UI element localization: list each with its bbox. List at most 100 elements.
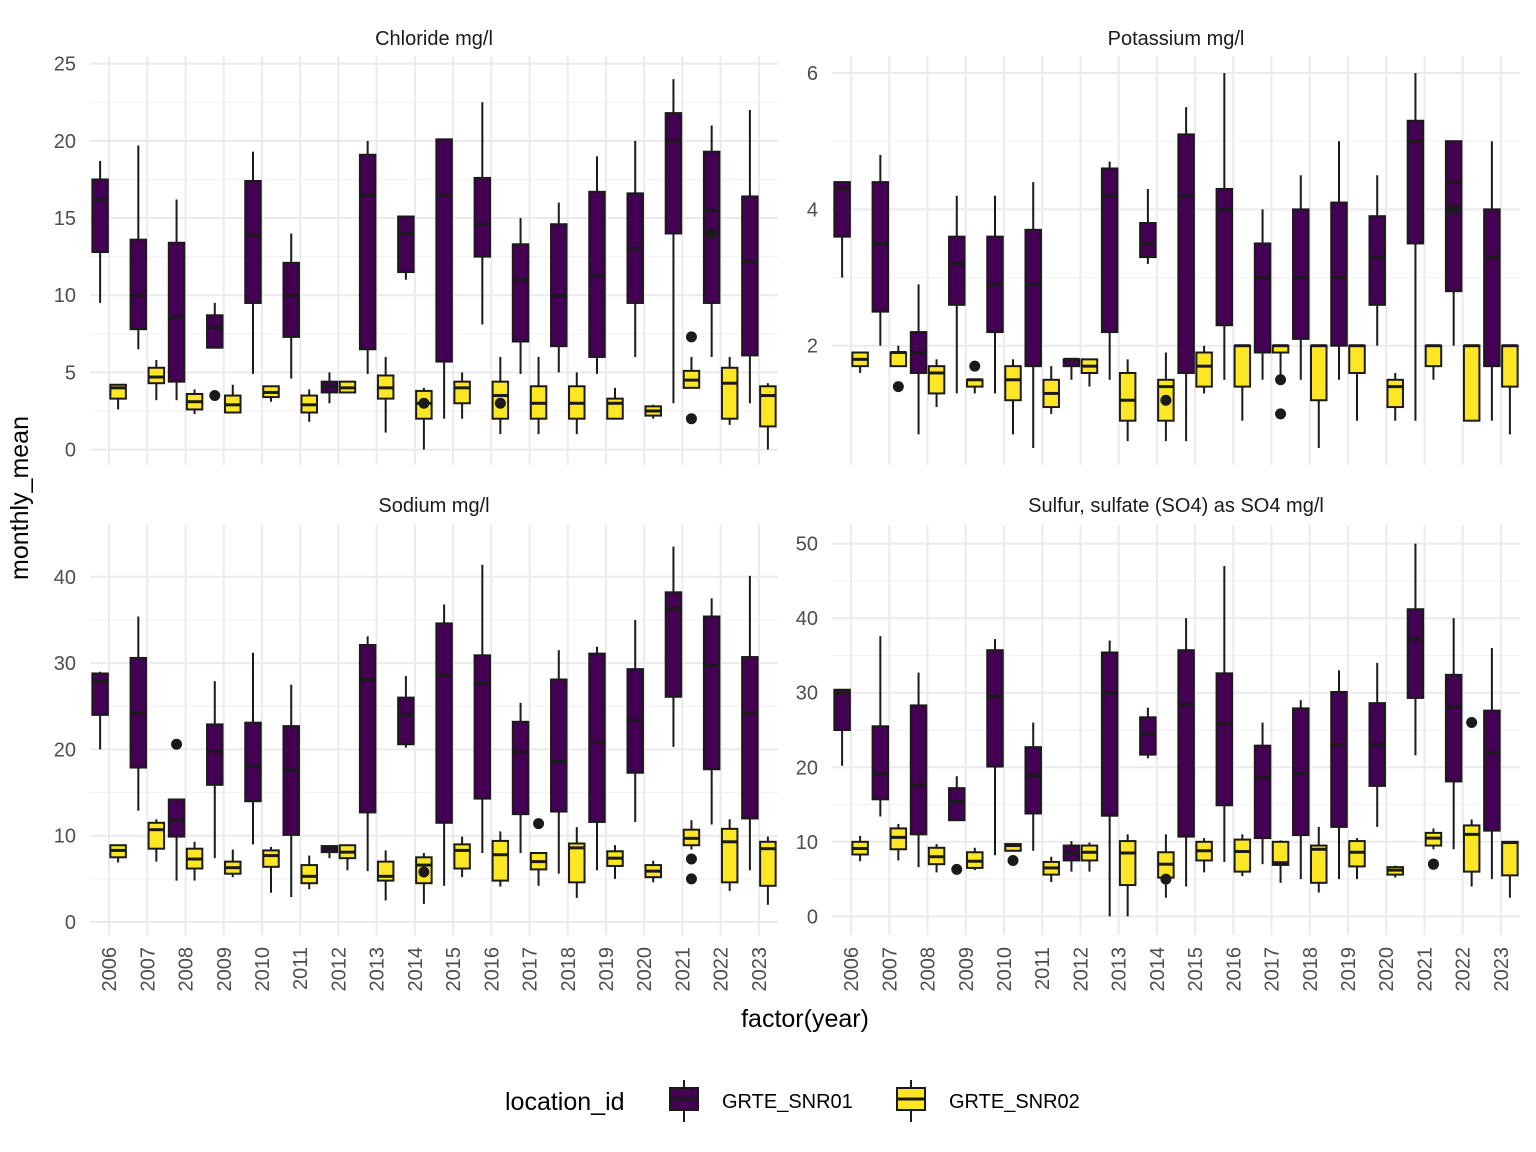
iqr-box <box>720 366 739 420</box>
iqr-box <box>833 181 851 238</box>
boxplot-grte-snr01 <box>129 145 148 350</box>
boxplot-grte-snr02 <box>147 360 166 401</box>
x-tick-label: 2021 <box>672 947 694 992</box>
legend: location_id GRTE_SNR01 GRTE_SNR02 <box>505 1080 1080 1122</box>
x-tick-label: 2018 <box>1300 947 1322 992</box>
iqr-box <box>1330 690 1348 828</box>
boxplot-grte-snr02 <box>1462 717 1481 887</box>
iqr-box <box>1483 208 1501 368</box>
iqr-box <box>606 397 624 420</box>
boxplot-grte-snr01 <box>664 79 683 404</box>
boxplot-grte-snr02 <box>759 383 777 450</box>
iqr-box <box>1310 844 1328 884</box>
boxplot-grte-snr02 <box>1157 834 1175 898</box>
outlier-point <box>685 413 697 425</box>
facet-title: Chloride mg/l <box>375 28 493 50</box>
boxplot-grte-snr01 <box>282 684 300 898</box>
x-tick-label: 2011 <box>1032 947 1054 990</box>
boxplot-grte-snr02 <box>185 841 204 881</box>
legend-label: GRTE_SNR02 <box>949 1091 1080 1113</box>
boxplot-grte-snr01 <box>871 154 890 346</box>
x-tick-label: 2007 <box>879 947 901 992</box>
boxplot-grte-snr01 <box>833 688 851 766</box>
boxplot-grte-snr02 <box>1118 834 1137 917</box>
boxplot-grte-snr02 <box>1080 842 1099 872</box>
iqr-box <box>397 696 415 746</box>
boxplot-grte-snr02 <box>1233 344 1252 421</box>
x-tick-label: 2007 <box>137 947 159 992</box>
boxplot-grte-snr02 <box>889 823 908 861</box>
boxplot-grte-snr01 <box>167 199 186 401</box>
iqr-box <box>473 654 492 800</box>
boxplot-grte-snr02 <box>1348 344 1366 421</box>
iqr-box <box>948 235 966 306</box>
boxplot-grte-snr02 <box>262 385 280 402</box>
boxplot-grte-snr02 <box>1424 344 1443 380</box>
iqr-box <box>720 827 739 884</box>
boxplot-grte-snr01 <box>282 233 300 379</box>
boxplot-grte-snr02 <box>224 849 242 878</box>
iqr-box <box>511 243 530 343</box>
y-tick-label: 30 <box>796 683 818 705</box>
boxplot-grte-snr02 <box>720 819 739 891</box>
boxplot-grte-snr02 <box>606 845 624 879</box>
boxplot-grte-snr01 <box>511 702 530 853</box>
iqr-box <box>1004 365 1022 402</box>
outlier-point <box>171 738 183 750</box>
iqr-box <box>147 821 166 850</box>
x-tick-label: 2006 <box>99 947 121 992</box>
iqr-box <box>1024 746 1042 815</box>
boxplot-grte-snr02 <box>185 389 204 415</box>
boxplot-grte-snr01 <box>244 652 262 845</box>
y-tick-label: 6 <box>807 63 818 85</box>
boxplot-grte-snr01 <box>320 845 339 859</box>
boxplot-grte-snr02 <box>1118 359 1137 442</box>
boxplot-grte-snr01 <box>1292 175 1310 380</box>
x-tick-label: 2022 <box>711 947 733 992</box>
boxplot-grte-snr01 <box>1100 640 1119 917</box>
iqr-box <box>1253 744 1272 840</box>
iqr-box <box>759 840 777 887</box>
y-tick-label: 10 <box>54 826 76 848</box>
boxplot-grte-snr02 <box>851 835 869 862</box>
iqr-box <box>1215 672 1234 807</box>
iqr-box <box>1233 838 1252 873</box>
boxplot-grte-snr02 <box>889 345 908 393</box>
boxplot-grte-snr01 <box>741 110 759 404</box>
iqr-box <box>1177 133 1195 374</box>
y-tick-label: 0 <box>65 440 76 462</box>
iqr-box <box>282 261 300 338</box>
iqr-box <box>741 195 759 357</box>
boxplot-grte-snr01 <box>320 372 339 404</box>
boxplot-grte-snr01 <box>1139 707 1157 759</box>
boxplot-grte-snr02 <box>759 836 777 905</box>
iqr-box <box>397 215 415 274</box>
y-tick-label: 20 <box>54 739 76 761</box>
iqr-box <box>91 672 109 716</box>
x-tick-label: 2012 <box>1070 947 1092 992</box>
boxplot-grte-snr02 <box>300 855 318 890</box>
panels-layer: 0 5 10 15 20 25 Chloride mg/l 2 4 6 Potassium mg/l… <box>54 28 1520 992</box>
boxplot-grte-snr02 <box>453 372 471 419</box>
y-tick-label: 40 <box>796 608 818 630</box>
iqr-box <box>1310 344 1328 402</box>
boxplot-grte-snr01 <box>909 672 928 868</box>
outlier-point <box>1007 854 1019 866</box>
boxplot-grte-snr01 <box>1368 662 1386 827</box>
iqr-box <box>1406 608 1425 699</box>
outlier-point <box>209 390 221 402</box>
iqr-box <box>1215 187 1234 327</box>
outlier-point <box>685 873 697 885</box>
x-tick-label: 2021 <box>1414 947 1436 992</box>
boxplot-grte-snr01 <box>550 650 568 874</box>
boxplot-grte-snr02 <box>1386 865 1404 878</box>
iqr-box <box>435 622 453 824</box>
iqr-box <box>1195 351 1213 388</box>
y-tick-label: 0 <box>807 906 818 928</box>
boxplot-grte-snr02 <box>415 387 433 450</box>
boxplot-grte-snr01 <box>167 738 186 881</box>
boxplot-grte-snr01 <box>1444 140 1463 346</box>
iqr-box <box>244 721 262 803</box>
iqr-box <box>1386 378 1404 409</box>
facet-panel: 2 4 6 Potassium mg/l <box>807 28 1520 465</box>
